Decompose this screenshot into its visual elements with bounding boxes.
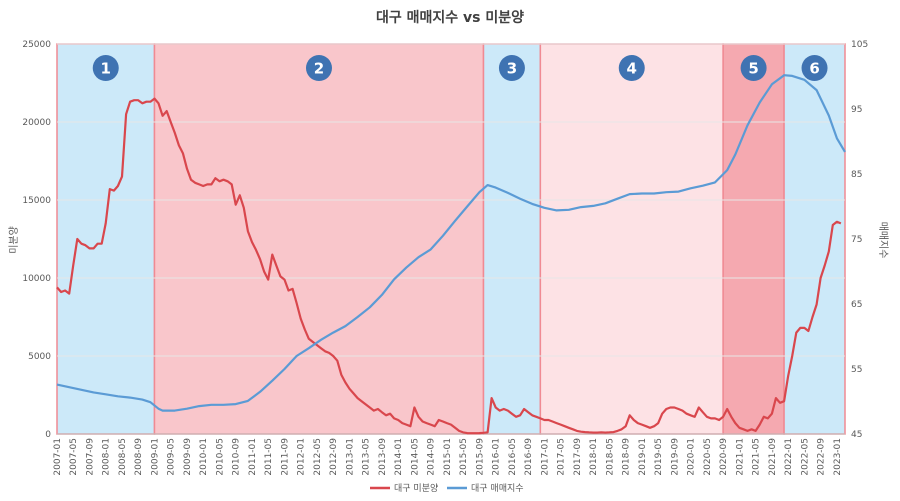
x-tick-label: 2022-01 (784, 438, 794, 476)
x-tick-label: 2009-05 (167, 438, 177, 476)
series-line-price-index (56, 74, 846, 412)
phase-badge-1 (92, 55, 119, 81)
x-tick-label: 2018-05 (605, 438, 615, 476)
x-axis: 2007-01 2007-05 2007-09 2008-01 2008-05 2008-… (53, 438, 843, 476)
x-tick-label: 2014-01 (394, 438, 404, 476)
phase-region-6 (783, 43, 846, 435)
x-tick-label: 2013-05 (362, 438, 372, 476)
x-tick-label: 2018-09 (622, 438, 632, 476)
x-tick-label: 2020-05 (703, 438, 713, 476)
x-tick-label: 2007-09 (85, 438, 95, 476)
phase-badge-label: 1 (101, 60, 111, 78)
phase-region-4 (539, 43, 724, 435)
y-tick-left: 20000 (22, 118, 51, 128)
y-axis-left-label: 미분양 (8, 226, 20, 254)
phase-badge-label: 6 (809, 60, 819, 78)
phase-region-2 (153, 43, 485, 435)
x-tick-label: 2015-09 (475, 438, 485, 476)
y-tick-left: 10000 (22, 274, 51, 284)
phase-regions (56, 43, 846, 435)
phase-badge-label: 2 (314, 60, 324, 78)
x-tick-label: 2021-01 (735, 438, 745, 476)
x-tick-label: 2009-01 (150, 438, 160, 476)
x-tick-label: 2014-05 (410, 438, 420, 476)
y-tick-left: 5000 (28, 352, 51, 362)
y-tick-right: 65 (851, 300, 862, 310)
x-tick-label: 2010-09 (232, 438, 242, 476)
y-axis-right: 45 55 65 75 85 95 105 (851, 40, 868, 440)
y-tick-left: 0 (45, 430, 51, 440)
x-tick-label: 2011-09 (280, 438, 290, 476)
x-tick-label: 2019-01 (638, 438, 648, 476)
series-lines (56, 74, 846, 435)
phase-region-1 (56, 43, 156, 435)
y-tick-right: 105 (851, 40, 868, 50)
phase-badges: 1 2 3 4 5 6 (92, 55, 828, 81)
y-axis-left: 0 5000 10000 15000 20000 25000 (22, 40, 51, 440)
x-tick-label: 2016-09 (524, 438, 534, 476)
phase-badge-6 (801, 55, 828, 81)
gridlines (57, 43, 845, 435)
x-tick-label: 2007-05 (69, 438, 79, 476)
x-tick-label: 2012-09 (329, 438, 339, 476)
x-tick-label: 2007-01 (53, 438, 63, 476)
phase-badge-2 (305, 55, 332, 81)
x-tick-label: 2011-01 (248, 438, 258, 476)
y-tick-right: 85 (851, 170, 862, 180)
x-tick-label: 2019-09 (670, 438, 680, 476)
x-tick-label: 2019-05 (654, 438, 664, 476)
x-tick-label: 2010-05 (215, 438, 225, 476)
legend: 대구 미분양 대구 매매지수 (370, 483, 524, 494)
x-tick-label: 2015-01 (443, 438, 453, 476)
x-tick-label: 2022-09 (817, 438, 827, 476)
y-tick-left: 15000 (22, 196, 51, 206)
x-tick-label: 2008-09 (134, 438, 144, 476)
y-axis-right-label: 매매지수 (877, 222, 889, 259)
x-tick-label: 2020-09 (719, 438, 729, 476)
x-tick-label: 2009-09 (183, 438, 193, 476)
x-tick-label: 2016-01 (492, 438, 502, 476)
legend-label: 대구 미분양 (394, 483, 438, 494)
phase-badge-3 (498, 55, 525, 81)
legend-label: 대구 매매지수 (471, 483, 524, 494)
x-tick-label: 2011-05 (264, 438, 274, 476)
y-tick-right: 55 (851, 365, 862, 375)
x-tick-label: 2015-05 (459, 438, 469, 476)
phase-badge-4 (618, 55, 645, 81)
phase-badge-label: 4 (627, 60, 637, 78)
y-tick-right: 75 (851, 235, 862, 245)
x-tick-label: 2008-01 (102, 438, 112, 476)
chart-title: 대구 매매지수 vs 미분양 (376, 10, 524, 26)
x-tick-label: 2013-01 (345, 438, 355, 476)
x-tick-label: 2014-09 (427, 438, 437, 476)
phase-region-3 (482, 43, 542, 435)
y-tick-right: 95 (851, 105, 862, 115)
y-tick-left: 25000 (22, 40, 51, 50)
x-tick-label: 2010-01 (199, 438, 209, 476)
x-tick-label: 2017-01 (540, 438, 550, 476)
series-line-unsold (56, 97, 842, 435)
phase-badge-label: 5 (748, 60, 758, 78)
x-tick-label: 2017-09 (573, 438, 583, 476)
x-tick-label: 2018-01 (589, 438, 599, 476)
phase-badge-5 (740, 55, 767, 81)
x-tick-label: 2012-01 (297, 438, 307, 476)
x-tick-label: 2020-01 (687, 438, 697, 476)
x-tick-label: 2022-05 (800, 438, 810, 476)
x-tick-label: 2013-09 (378, 438, 388, 476)
x-tick-label: 2021-05 (752, 438, 762, 476)
phase-badge-label: 3 (507, 60, 517, 78)
x-tick-label: 2023-01 (833, 438, 843, 476)
x-tick-label: 2021-09 (768, 438, 778, 476)
x-tick-label: 2017-05 (557, 438, 567, 476)
x-tick-label: 2016-05 (508, 438, 518, 476)
y-tick-right: 45 (851, 430, 862, 440)
phase-region-5 (722, 43, 785, 435)
x-tick-label: 2012-05 (313, 438, 323, 476)
x-tick-label: 2008-05 (118, 438, 128, 476)
